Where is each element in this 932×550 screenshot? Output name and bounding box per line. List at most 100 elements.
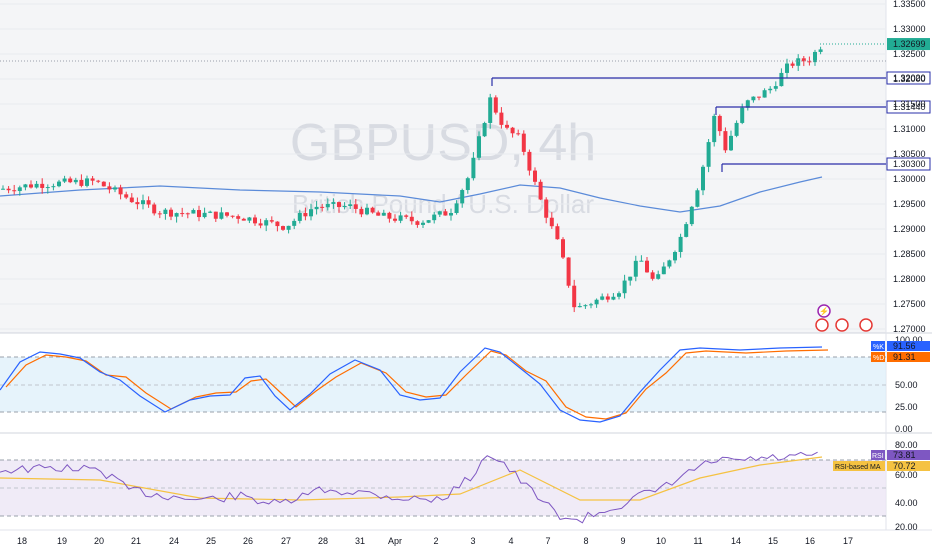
candle-body: [23, 184, 28, 188]
rsi-tick-label: 20.00: [895, 522, 918, 532]
candle-body: [85, 178, 89, 186]
candle-body: [101, 181, 106, 187]
candle-body: [219, 212, 224, 219]
candle-body: [740, 107, 745, 123]
candle-body: [818, 49, 823, 52]
candle-body: [712, 115, 717, 143]
candle-body: [701, 166, 705, 191]
price-tick-label: 1.33000: [893, 24, 926, 34]
candle-body: [449, 212, 453, 216]
candle-body: [68, 178, 73, 183]
candle-body: [17, 187, 22, 192]
candle-body: [1, 188, 5, 190]
stoch-tick-label: 100.00: [895, 335, 923, 345]
candle-body: [544, 199, 549, 218]
candle-body: [393, 218, 397, 221]
candle-body: [572, 285, 577, 308]
price-tick-label: 1.32500: [893, 49, 926, 59]
candle-body: [779, 72, 784, 87]
price-tick-label: 1.31000: [893, 124, 926, 134]
candle-body: [174, 213, 179, 217]
candle-body: [443, 211, 448, 216]
candle-body: [622, 280, 627, 294]
candle-body: [667, 260, 672, 267]
candle-body: [141, 200, 145, 205]
candle-body: [801, 58, 806, 62]
candle-body: [678, 236, 683, 252]
candle-body: [124, 194, 129, 198]
time-tick-label: 4: [508, 536, 513, 546]
candle-body: [269, 220, 274, 222]
candle-body: [107, 186, 112, 190]
candle-body: [645, 260, 649, 273]
time-tick-label: 25: [206, 536, 216, 546]
lightning-event-icon[interactable]: [817, 304, 831, 318]
level-price-tag: [886, 100, 931, 114]
candle-body: [432, 214, 437, 221]
stoch-tick-label: 50.00: [895, 380, 918, 390]
price-tick-label: 1.30000: [893, 174, 926, 184]
candle-body: [387, 212, 392, 219]
time-tick-label: Apr: [388, 536, 402, 546]
candle-body: [555, 226, 560, 240]
rsi-tick-label: 40.00: [895, 498, 918, 508]
candle-body: [370, 207, 375, 213]
candle-body: [29, 184, 33, 188]
candle-body: [751, 96, 756, 101]
candle-body: [264, 220, 269, 226]
candle-body: [342, 206, 347, 208]
candle-body: [628, 276, 633, 281]
level-price-label: 1.32020: [893, 73, 926, 83]
candle-body: [813, 51, 817, 63]
candle-body: [723, 131, 728, 151]
time-tick-label: 28: [318, 536, 328, 546]
stoch-k-value: 91.56: [893, 341, 916, 351]
candle-body: [684, 224, 689, 237]
candle-body: [600, 296, 605, 300]
candle-body: [34, 183, 39, 188]
uk-flag-event-icon[interactable]: [815, 318, 829, 332]
rsi-ma-value-tag: [887, 461, 930, 471]
time-tick-label: 14: [731, 536, 741, 546]
candle-body: [807, 61, 812, 63]
candle-body: [415, 221, 420, 225]
time-tick-label: 21: [131, 536, 141, 546]
candle-body: [561, 239, 565, 258]
us-flag-event-icon-2[interactable]: [859, 318, 873, 332]
stoch-k-tag: [871, 341, 885, 351]
candle-body: [426, 220, 431, 223]
candle-body: [213, 211, 218, 219]
level-price-label: 1.30300: [893, 159, 926, 169]
candle-body: [745, 100, 750, 108]
time-tick-label: 26: [243, 536, 253, 546]
candle-body: [309, 209, 313, 217]
candle-body: [617, 293, 621, 297]
price-tick-label: 1.27000: [893, 324, 926, 334]
rsi-tag: [871, 450, 885, 460]
candle-body: [297, 212, 302, 221]
candle-body: [163, 209, 168, 214]
candle-body: [129, 197, 134, 203]
stoch-d-value: 91.31: [893, 352, 916, 362]
candle-body: [303, 212, 308, 217]
candle-body: [225, 212, 229, 216]
us-flag-event-icon[interactable]: [835, 318, 849, 332]
price-tick-label: 1.31500: [893, 99, 926, 109]
price-tick-label: 1.29000: [893, 224, 926, 234]
candle-body: [314, 206, 319, 210]
candle-body: [533, 170, 537, 182]
rsi-tick-label: 80.00: [895, 440, 918, 450]
candle-body: [734, 122, 739, 136]
time-tick-label: 27: [281, 536, 291, 546]
time-tick-label: 3: [470, 536, 475, 546]
candle-body: [45, 187, 50, 189]
candle-body: [381, 212, 386, 216]
candle-body: [633, 260, 638, 277]
candle-body: [337, 202, 341, 208]
time-tick-label: 10: [656, 536, 666, 546]
time-tick-label: 8: [583, 536, 588, 546]
candle-body: [510, 127, 515, 134]
candle-body: [236, 216, 241, 219]
time-tick-label: 7: [545, 536, 550, 546]
